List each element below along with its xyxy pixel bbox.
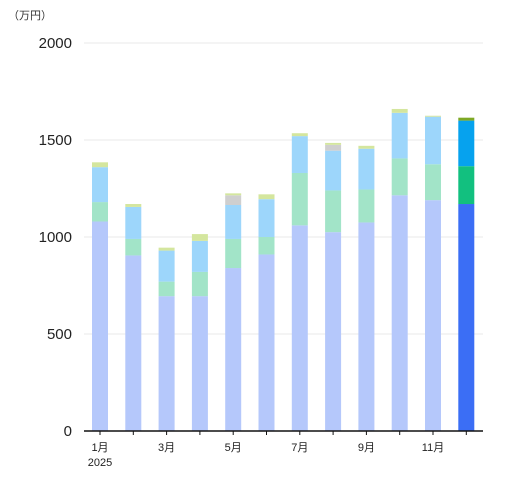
bar-stack [258,194,275,431]
bar-segment-series-3 [358,148,375,190]
bar-segment-series-1 [425,200,441,431]
bar-segment-series-3 [158,250,175,282]
bar-stack [92,162,108,431]
bar-stack [391,108,408,431]
bar-segment-series-3 [391,112,408,159]
bar-segment-series-5 [458,117,475,121]
bar-segment-series-4 [225,195,242,205]
bar-segment-series-5 [125,204,142,207]
bar-segment-series-5 [225,193,242,196]
bar-segment-series-2 [92,202,108,222]
bars [92,108,475,431]
bar-segment-series-5 [391,108,408,113]
bar-segment-series-2 [225,238,242,269]
bar-segment-series-3 [325,150,342,191]
bar-segment-series-3 [458,120,475,167]
bar-stack [458,117,475,431]
bar-stack [291,133,308,431]
bar-segment-series-5 [425,115,441,117]
bar-segment-series-2 [158,281,175,297]
y-tick-label: 2000 [39,35,72,52]
x-tick-label: 7月 [291,442,308,454]
bar-segment-series-3 [258,199,275,237]
bar-stack [325,142,342,431]
bar-stack [225,193,242,431]
bar-segment-series-5 [291,133,308,137]
x-tick-label: 1月 [91,442,108,454]
bar-segment-series-3 [291,136,308,173]
bar-segment-series-1 [291,225,308,431]
bar-stack [191,234,208,431]
bar-segment-series-2 [358,189,375,223]
bar-segment-series-2 [291,172,308,226]
bar-segment-series-1 [258,254,275,431]
bar-segment-series-1 [358,222,375,431]
x-tick-label: 3月 [158,442,175,454]
bar-stack [358,145,375,431]
x-year-label: 2025 [88,457,112,469]
bar-segment-series-2 [325,190,342,233]
bar-segment-series-5 [158,247,175,251]
bar-segment-series-2 [425,164,441,201]
bar-segment-series-3 [225,204,242,239]
y-tick-label: 1500 [39,132,72,149]
bar-segment-series-3 [425,116,441,165]
bar-segment-series-1 [125,255,142,431]
y-tick-label: 500 [47,326,72,343]
bar-stack [425,115,441,431]
bar-segment-series-4 [325,144,342,151]
bar-segment-series-1 [225,268,242,431]
bar-segment-series-5 [325,142,342,145]
x-tick-label: 5月 [225,442,242,454]
bar-segment-series-1 [191,296,208,431]
bar-segment-series-3 [92,167,108,203]
bar-segment-series-5 [92,162,108,168]
unit-label: （万円） [8,9,52,22]
bar-segment-series-1 [391,195,408,431]
bar-segment-series-1 [325,232,342,431]
x-tick-label: 9月 [358,442,375,454]
x-tick-label: 11月 [422,442,444,454]
bar-segment-series-1 [158,296,175,431]
bar-segment-series-1 [458,204,475,431]
x-axis-ticks: 1月 3月 5月 7月 9月 11月 [91,431,467,454]
bar-segment-series-2 [125,238,142,256]
y-axis-ticks: 0 500 1000 1500 2000 [39,35,72,440]
bar-segment-series-2 [391,158,408,196]
bar-segment-series-2 [191,271,208,297]
bar-segment-series-3 [125,206,142,239]
bar-stack [125,204,142,431]
bar-segment-series-5 [358,145,375,149]
bar-segment-series-5 [191,234,208,241]
grid-lines [84,42,483,335]
bar-segment-series-5 [258,194,275,200]
y-tick-label: 0 [64,423,72,440]
bar-stack [158,247,175,431]
bar-segment-series-1 [92,221,108,431]
y-tick-label: 1000 [39,229,72,246]
bar-segment-series-2 [258,237,275,255]
bar-segment-series-2 [458,166,475,205]
bar-segment-series-3 [191,240,208,272]
